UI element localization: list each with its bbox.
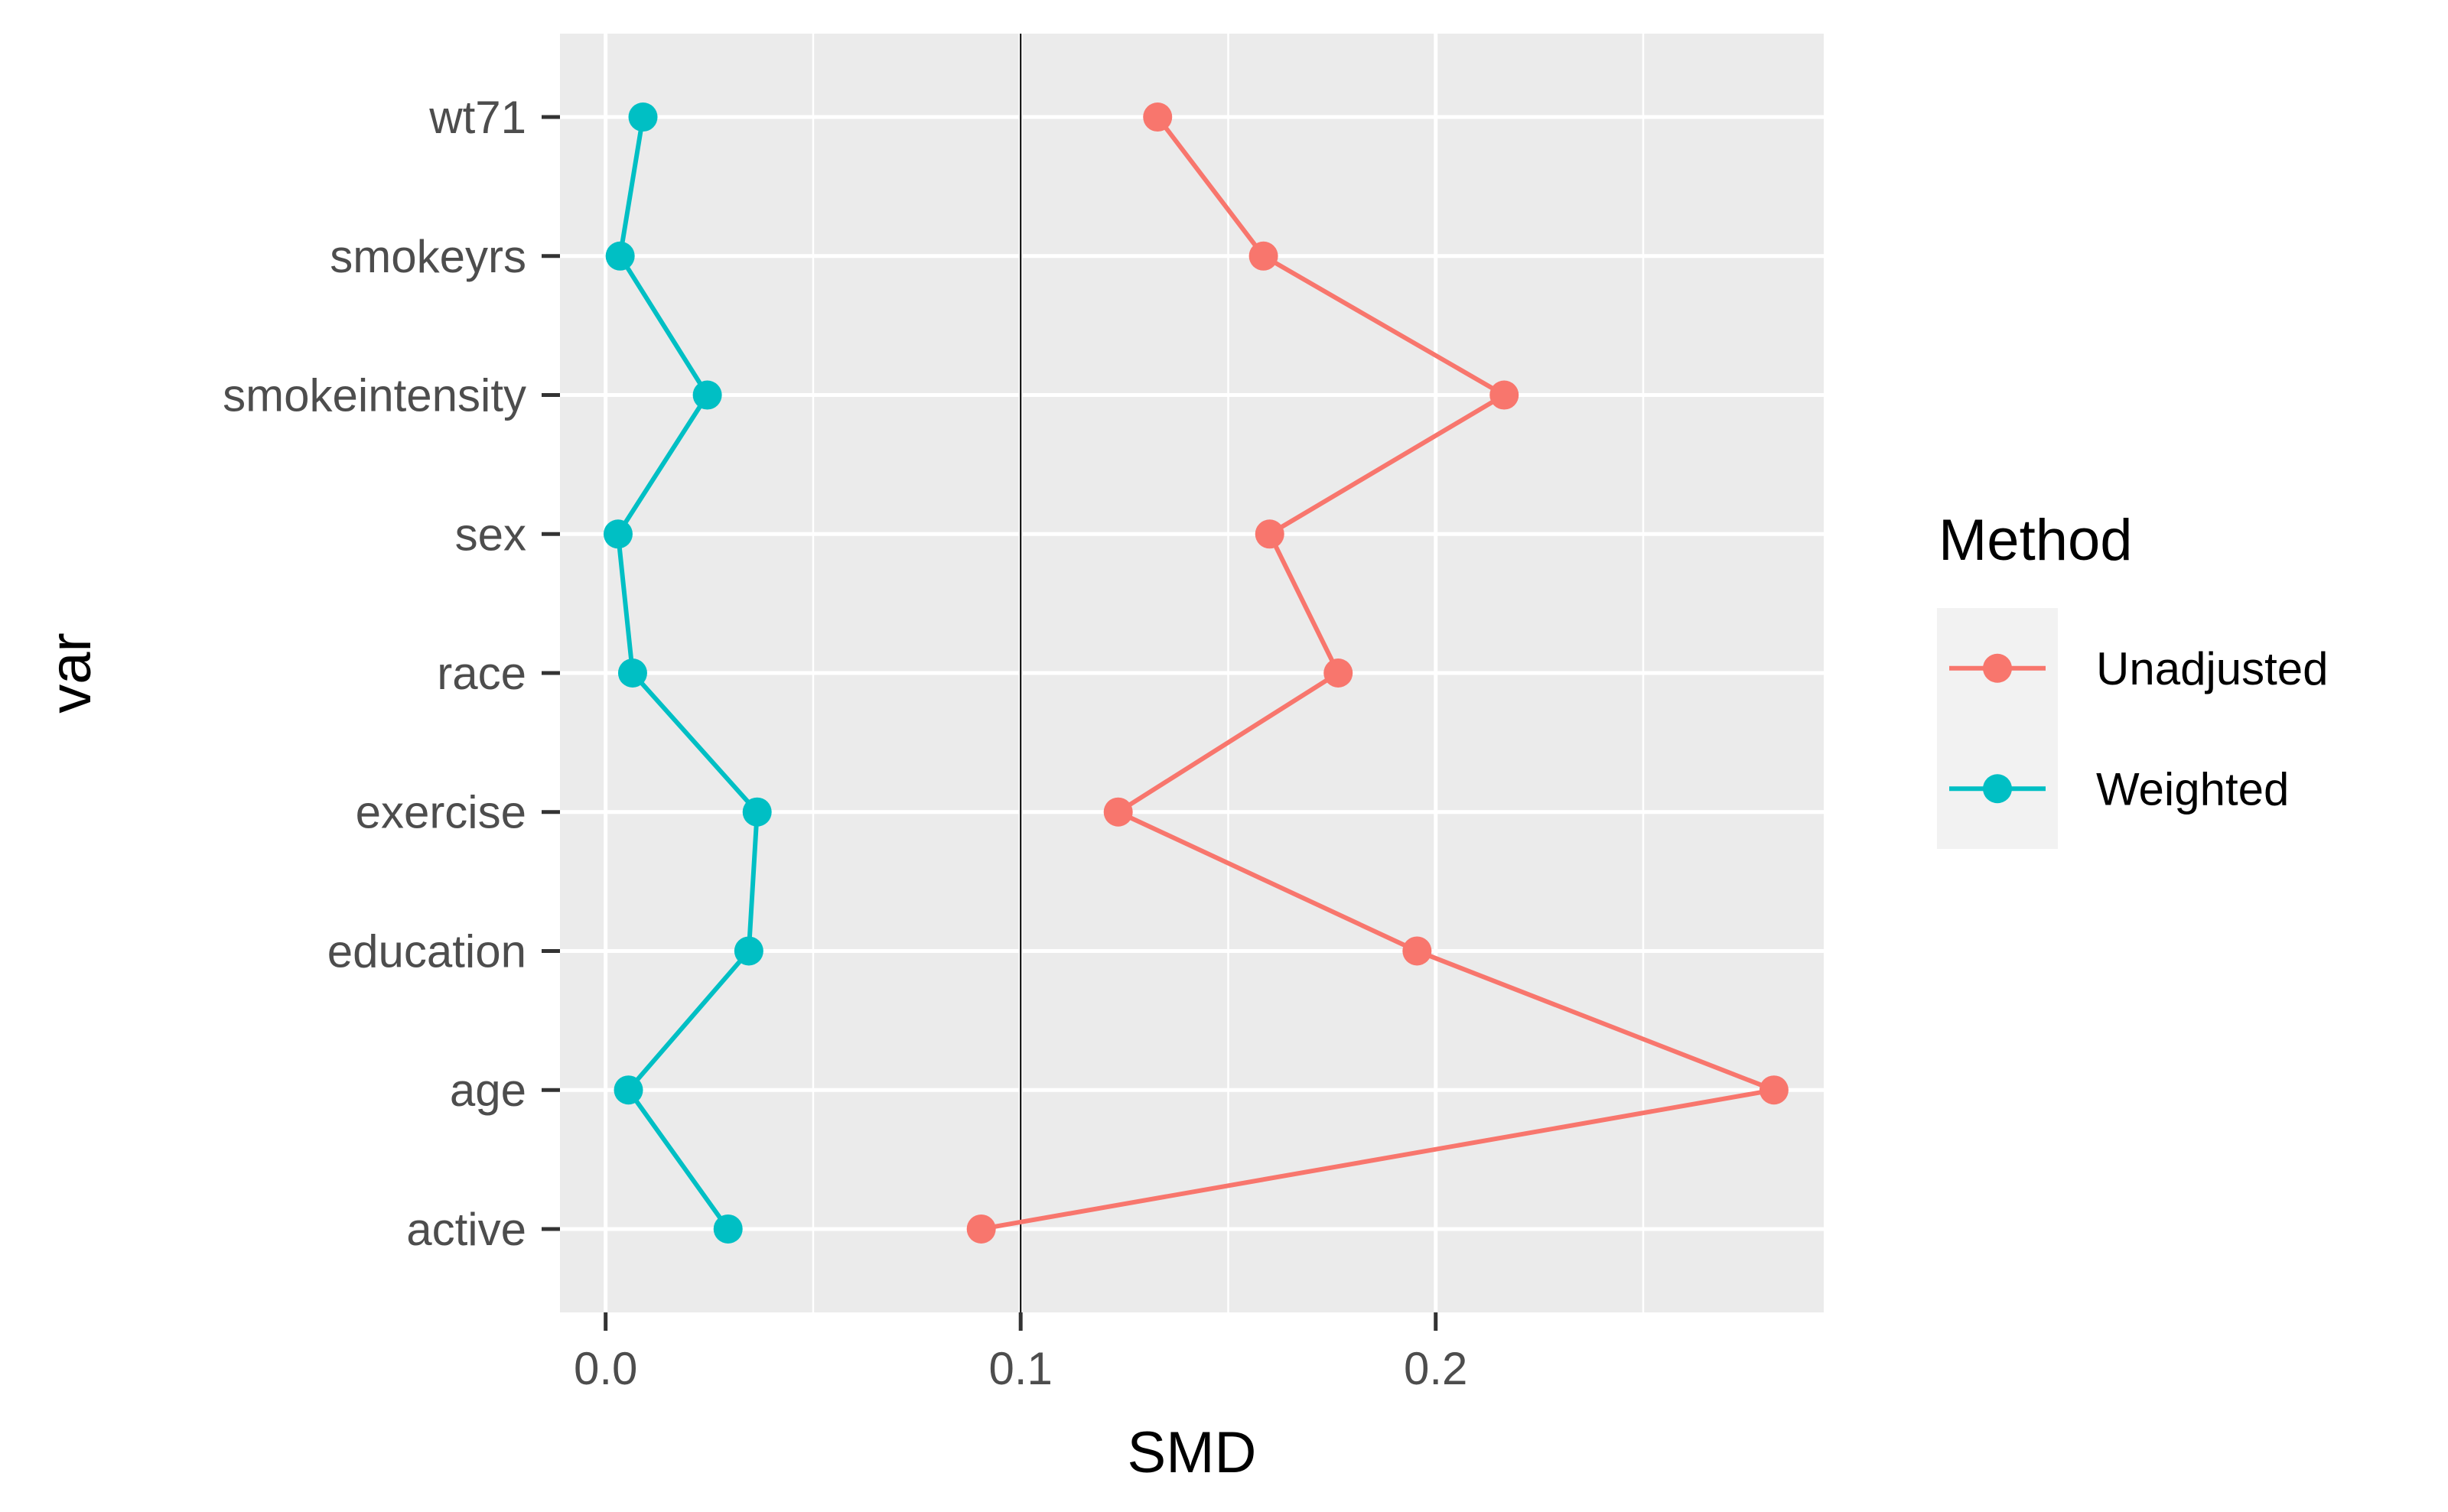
legend-key-point-unadjusted — [1983, 653, 2012, 683]
point-weighted-active — [713, 1214, 743, 1244]
series-points — [603, 102, 1789, 1244]
point-weighted-smokeintensity — [692, 380, 722, 410]
major-gridlines — [560, 34, 1824, 1312]
y-tick-label-sex: sex — [455, 509, 526, 560]
point-unadjusted-smokeintensity — [1489, 380, 1519, 410]
y-axis: active age education exercise race sex smokein… — [223, 92, 560, 1255]
legend-label-weighted: Weighted — [2096, 763, 2289, 815]
point-weighted-sex — [603, 519, 633, 549]
point-weighted-wt71 — [628, 102, 658, 132]
point-weighted-race — [617, 658, 647, 688]
point-weighted-education — [734, 936, 763, 966]
x-tick-label-2: 0.2 — [1404, 1343, 1467, 1394]
point-unadjusted-active — [966, 1214, 996, 1244]
point-weighted-smokeyrs — [605, 241, 635, 271]
point-unadjusted-smokeyrs — [1248, 241, 1278, 271]
y-tick-label-active: active — [406, 1204, 526, 1255]
x-axis-title: SMD — [1128, 1420, 1257, 1485]
y-tick-label-wt71: wt71 — [428, 92, 526, 143]
legend-key-background — [1937, 608, 2058, 849]
point-weighted-exercise — [742, 797, 772, 827]
y-tick-label-race: race — [437, 648, 526, 699]
y-tick-label-age: age — [450, 1065, 526, 1116]
point-unadjusted-sex — [1255, 519, 1284, 549]
y-tick-label-exercise: exercise — [356, 787, 526, 838]
legend-title: Method — [1939, 508, 2133, 573]
point-unadjusted-race — [1323, 658, 1353, 688]
x-tick-label-0: 0.0 — [574, 1343, 637, 1394]
point-unadjusted-age — [1759, 1075, 1789, 1105]
x-axis: 0.0 0.1 0.2 — [574, 1312, 1467, 1394]
point-weighted-age — [614, 1075, 643, 1105]
point-unadjusted-education — [1402, 936, 1432, 966]
y-tick-label-smokeyrs: smokeyrs — [330, 231, 526, 282]
legend-items: Unadjusted Weighted — [1949, 643, 2329, 815]
point-unadjusted-wt71 — [1143, 102, 1173, 132]
legend: Method Unadjusted Weighted — [1937, 508, 2329, 849]
y-tick-label-education: education — [327, 925, 526, 977]
x-tick-label-1: 0.1 — [988, 1343, 1052, 1394]
y-tick-label-smokeintensity: smokeintensity — [223, 370, 526, 421]
legend-label-unadjusted: Unadjusted — [2096, 643, 2329, 694]
point-unadjusted-exercise — [1103, 797, 1133, 827]
legend-key-point-weighted — [1983, 774, 2012, 804]
y-axis-title: var — [38, 632, 103, 714]
